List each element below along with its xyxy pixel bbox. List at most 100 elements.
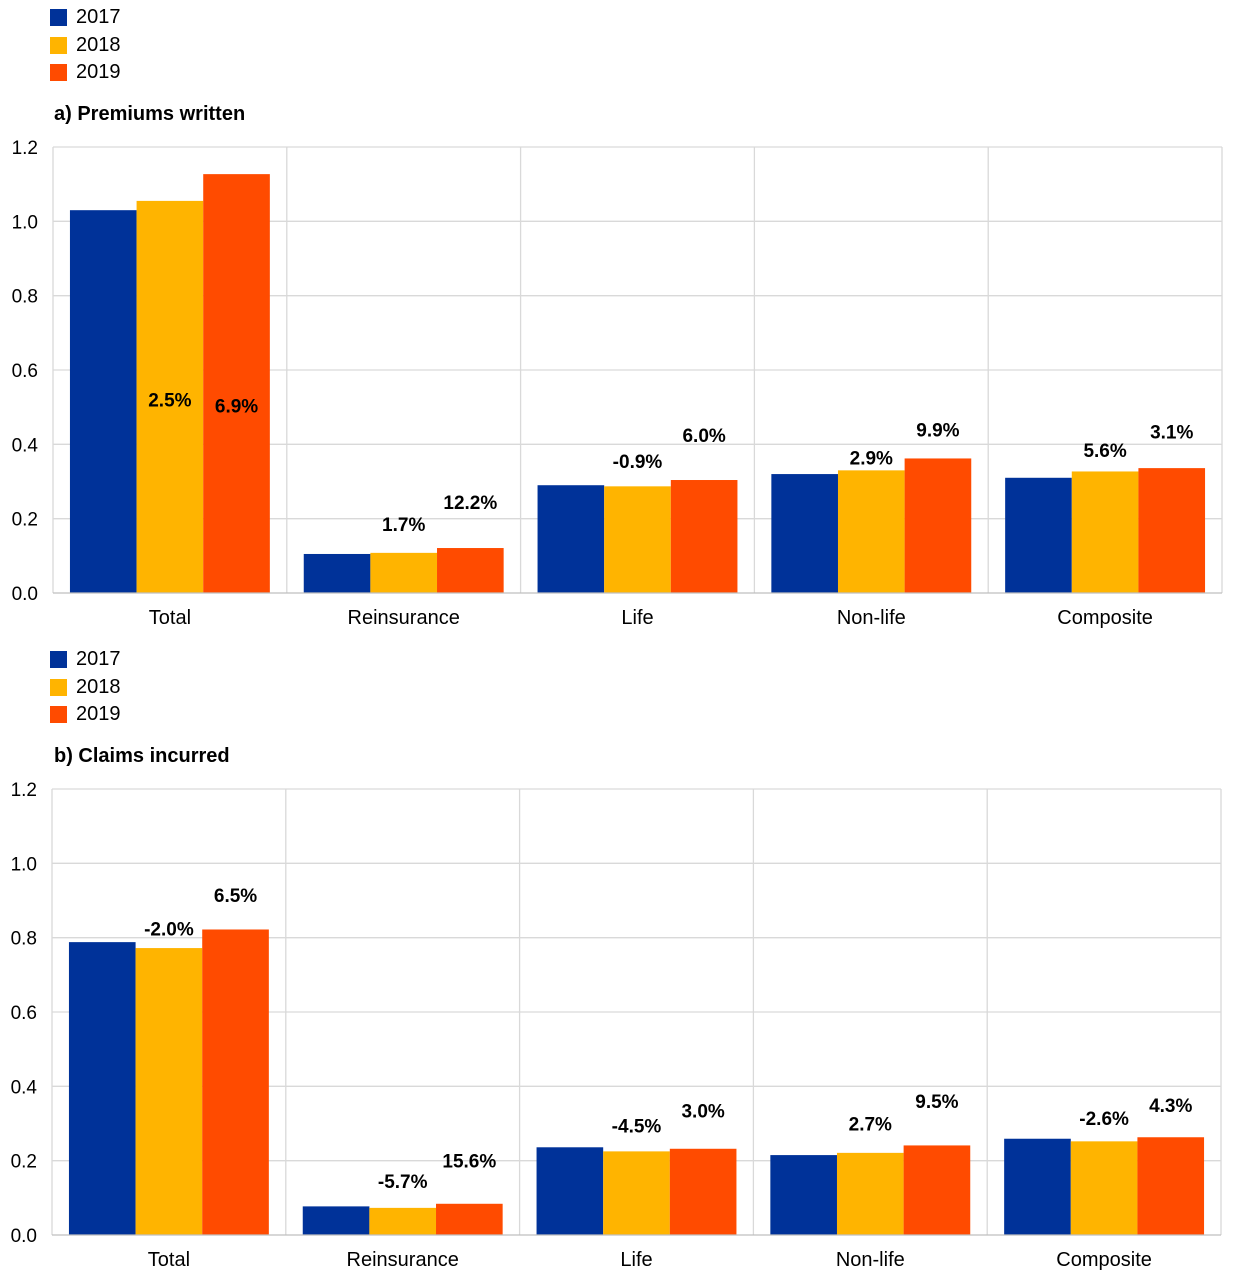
premiums-chart: 0.0 0.2 0.4 0.6 0.8 1.0 1.2 Total Reinsurance Lif…	[12, 138, 1223, 629]
data-label: -4.5%	[612, 1116, 662, 1137]
data-label: 12.2%	[443, 493, 497, 514]
bar-2017	[303, 553, 371, 593]
legend-swatch-2018	[50, 678, 67, 696]
chart-title: b) Claims incurred	[54, 745, 230, 767]
bar-2019	[436, 1203, 503, 1235]
chart-title: a) Premiums written	[54, 103, 246, 125]
x-tick-label: Reinsurance	[348, 607, 460, 629]
y-tick-label: 1.0	[11, 854, 37, 875]
bar-2017	[68, 942, 136, 1235]
bar-2017	[1004, 1138, 1071, 1235]
bar-2019	[903, 1145, 971, 1235]
legend-label: 2017	[76, 6, 121, 29]
x-tick-label: Composite	[1057, 607, 1153, 629]
data-label: 5.6%	[1083, 441, 1126, 462]
legend-swatch-2019	[50, 706, 67, 724]
bar-2019	[670, 480, 738, 593]
y-tick-label: 0.4	[12, 435, 39, 456]
data-label: -5.7%	[378, 1172, 428, 1193]
data-label: 9.9%	[916, 420, 959, 441]
x-tick-label: Total	[148, 1249, 190, 1271]
data-label: 6.0%	[682, 426, 725, 447]
x-tick-label: Reinsurance	[347, 1249, 459, 1271]
bar-2018	[370, 552, 438, 593]
legend-label: 2018	[76, 675, 121, 698]
bar-2019	[904, 458, 972, 593]
x-tick-label: Composite	[1056, 1249, 1152, 1271]
data-label: 2.9%	[850, 448, 893, 469]
bar-2017	[1005, 477, 1072, 593]
data-label: 9.5%	[915, 1092, 958, 1113]
legend-swatch-2019	[50, 64, 67, 82]
bar-2017	[69, 210, 137, 593]
y-tick-label: 0.2	[12, 510, 38, 531]
y-tick-label: 0.8	[12, 287, 38, 308]
y-tick-label: 0.6	[11, 1003, 37, 1024]
y-tick-label: 1.2	[11, 780, 37, 801]
bar-2018	[135, 948, 203, 1235]
data-label: 4.3%	[1149, 1096, 1192, 1117]
bar-2018	[603, 1151, 670, 1235]
legend: 2017 2018 2019	[50, 646, 121, 729]
legend-label: 2019	[76, 703, 121, 726]
premiums-panel: 2017 2018 2019 a) Premiums written 0.0 0.…	[12, 4, 1223, 629]
bar-2019	[203, 174, 270, 594]
data-label: 3.0%	[681, 1101, 724, 1122]
data-label: 6.5%	[214, 886, 257, 907]
y-tick-label: 1.2	[12, 138, 38, 159]
bar-2017	[770, 1155, 837, 1235]
data-label: 6.9%	[215, 396, 258, 417]
bar-2019	[1137, 1137, 1205, 1235]
x-tick-label: Life	[620, 1249, 652, 1271]
data-label: 1.7%	[382, 515, 425, 536]
y-tick-label: 0.2	[11, 1152, 37, 1173]
y-tick-label: 1.0	[12, 212, 38, 233]
x-tick-label: Life	[621, 607, 653, 629]
claims-panel: 2017 2018 2019 b) Claims incurred 0.0 0.2…	[0, 642, 1240, 1277]
data-label: 15.6%	[442, 1152, 496, 1173]
legend-swatch-2017	[50, 651, 67, 669]
bar-2019	[1138, 468, 1206, 593]
legend-label: 2017	[76, 648, 121, 671]
bar-2018	[837, 470, 905, 593]
bar-2018	[836, 1152, 904, 1235]
x-tick-label: Total	[149, 607, 191, 629]
data-label: -2.6%	[1079, 1109, 1129, 1130]
bar-2018	[1071, 471, 1139, 593]
bar-2017	[536, 1147, 604, 1235]
data-label: 3.1%	[1150, 422, 1193, 443]
bar-2018	[136, 200, 204, 593]
y-tick-label: 0.8	[11, 929, 37, 950]
legend-swatch-2017	[50, 9, 67, 27]
data-label: 2.7%	[849, 1115, 892, 1136]
bar-2018	[369, 1207, 437, 1235]
data-label: -2.0%	[144, 919, 194, 940]
bar-2019	[437, 548, 504, 593]
legend-item-2018: 2018	[50, 32, 121, 60]
legend: 2017 2018 2019	[50, 4, 121, 87]
bar-2018	[1070, 1141, 1138, 1235]
bar-2017	[771, 474, 838, 593]
claims-chart: 0.0 0.2 0.4 0.6 0.8 1.0 1.2 Total Reinsurance Lif…	[11, 780, 1222, 1271]
bar-2019	[669, 1148, 737, 1235]
data-label: -0.9%	[613, 452, 663, 473]
legend-item-2019: 2019	[50, 59, 121, 87]
legend-label: 2019	[76, 61, 121, 84]
bar-2017	[537, 485, 605, 593]
data-label: 2.5%	[148, 391, 191, 412]
x-tick-label: Non-life	[836, 1249, 905, 1271]
legend-swatch-2018	[50, 36, 67, 54]
bar-2018	[604, 486, 671, 593]
y-tick-label: 0.6	[12, 361, 38, 382]
legend-item-2017: 2017	[50, 4, 121, 32]
legend-label: 2018	[76, 33, 121, 56]
legend-item-2017: 2017	[50, 646, 121, 674]
y-tick-label: 0.4	[11, 1077, 38, 1098]
legend-item-2019: 2019	[50, 701, 121, 729]
y-tick-label: 0.0	[12, 584, 38, 605]
x-tick-label: Non-life	[837, 607, 906, 629]
y-tick-label: 0.0	[11, 1226, 37, 1247]
bar-2019	[202, 929, 269, 1235]
legend-item-2018: 2018	[50, 674, 121, 702]
bar-2017	[302, 1206, 370, 1235]
